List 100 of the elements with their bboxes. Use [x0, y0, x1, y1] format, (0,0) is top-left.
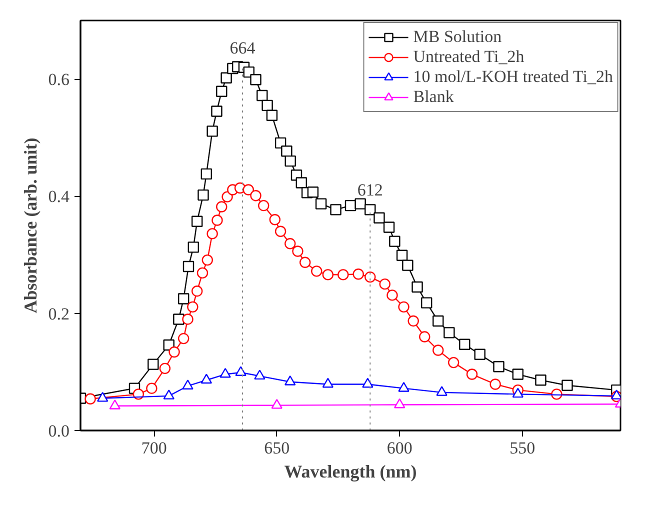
point	[412, 281, 423, 293]
point	[330, 204, 342, 216]
point	[216, 86, 228, 97]
ref-line-label: 664	[230, 38, 256, 58]
point	[146, 382, 158, 394]
point	[284, 155, 296, 167]
point	[258, 200, 270, 212]
point	[389, 236, 400, 247]
point	[419, 331, 430, 342]
point	[269, 214, 280, 226]
point	[191, 216, 203, 227]
x-tick-label: 700	[141, 438, 167, 458]
point	[354, 198, 366, 210]
point	[466, 368, 478, 380]
point	[292, 246, 304, 257]
point	[512, 368, 524, 380]
point	[402, 260, 414, 271]
x-tick-label: 600	[386, 438, 412, 458]
point	[250, 190, 262, 202]
point	[383, 222, 395, 233]
point	[250, 74, 262, 86]
point	[222, 191, 233, 202]
point	[256, 90, 268, 102]
point	[159, 362, 171, 374]
point	[109, 400, 120, 410]
point	[206, 228, 218, 240]
x-tick-label: 550	[510, 438, 536, 458]
point	[220, 368, 231, 378]
y-tick-label: 0.6	[48, 70, 70, 90]
point	[84, 393, 96, 404]
point	[610, 390, 620, 400]
point	[432, 344, 444, 356]
point	[262, 100, 273, 112]
point	[200, 374, 212, 384]
y-tick-label: 0.0	[48, 422, 70, 440]
point	[202, 254, 213, 266]
point	[274, 226, 286, 237]
point	[398, 301, 410, 313]
point	[284, 238, 296, 250]
point	[448, 356, 460, 368]
point	[315, 198, 327, 210]
point	[266, 110, 278, 121]
point	[196, 267, 208, 279]
point	[535, 374, 546, 386]
point	[182, 314, 194, 325]
point	[235, 366, 246, 376]
point	[299, 256, 311, 268]
point	[198, 189, 209, 201]
point	[398, 382, 410, 392]
point	[379, 278, 390, 290]
point	[374, 212, 385, 224]
point	[512, 388, 524, 398]
point	[254, 370, 266, 380]
point	[191, 286, 203, 297]
y-axis-title: Absorbance (arb. unit)	[20, 138, 40, 314]
point	[396, 250, 408, 261]
point	[132, 388, 144, 400]
point	[211, 106, 222, 117]
point	[163, 390, 174, 400]
point	[200, 168, 212, 180]
point	[311, 266, 322, 277]
point	[307, 186, 319, 198]
point	[212, 214, 223, 226]
legend-label: Untreated Ti_2h	[413, 47, 524, 67]
point	[338, 269, 349, 280]
point	[386, 290, 398, 301]
point	[296, 177, 308, 188]
point	[493, 361, 504, 372]
point	[408, 315, 419, 327]
point	[281, 146, 292, 157]
point	[188, 242, 200, 253]
ref-line-label: 612	[357, 180, 383, 200]
point	[322, 378, 334, 388]
point	[394, 398, 406, 408]
point	[322, 269, 334, 280]
point	[562, 380, 573, 391]
point	[362, 378, 374, 388]
point	[206, 126, 218, 137]
point	[352, 268, 364, 280]
y-tick-label: 0.4	[48, 187, 70, 206]
point	[364, 204, 376, 216]
point	[364, 271, 376, 283]
point	[182, 380, 194, 390]
point	[178, 332, 190, 344]
point	[216, 201, 228, 212]
point	[220, 72, 232, 84]
point	[168, 346, 180, 358]
legend-label: MB Solution	[413, 27, 502, 47]
x-axis-title: Wavelength (nm)	[284, 462, 417, 482]
legend-label: 10 mol/L-KOH treated Ti_2h	[413, 67, 613, 87]
point	[271, 398, 282, 409]
point	[420, 297, 432, 308]
point	[459, 338, 470, 350]
point	[187, 301, 198, 313]
point	[173, 314, 184, 325]
point	[474, 348, 486, 360]
point	[178, 293, 190, 304]
point	[284, 376, 296, 386]
point	[436, 386, 448, 396]
point	[444, 327, 455, 338]
